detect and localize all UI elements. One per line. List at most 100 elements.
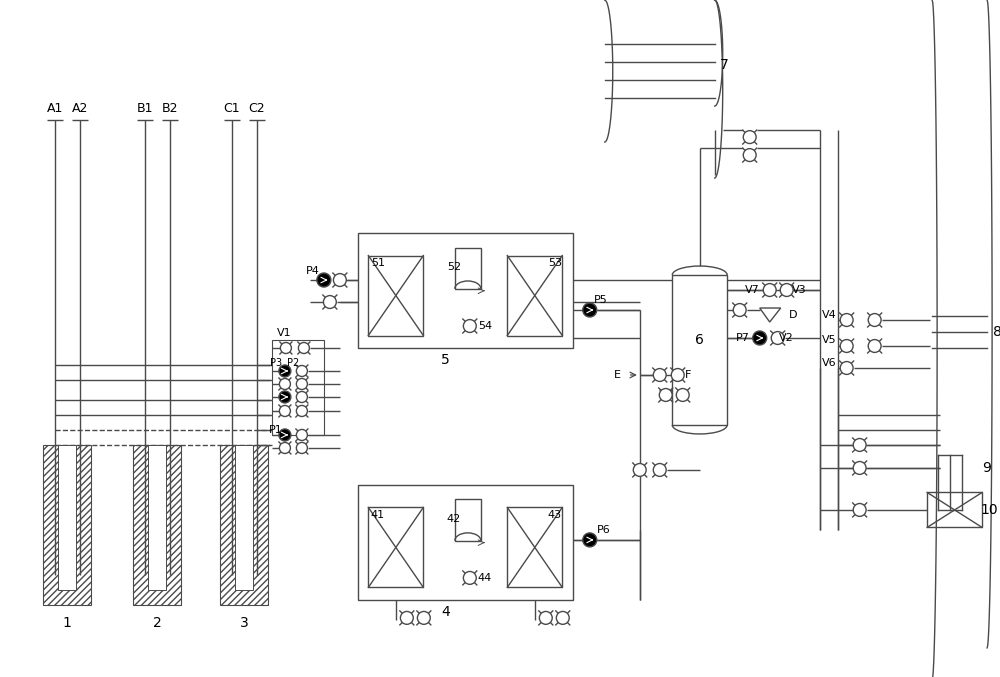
Polygon shape [760, 308, 781, 322]
Text: 10: 10 [981, 503, 998, 517]
Text: 52: 52 [447, 262, 461, 272]
Circle shape [279, 429, 291, 441]
Text: 3: 3 [240, 616, 248, 630]
Circle shape [853, 504, 866, 517]
Circle shape [840, 340, 853, 353]
Circle shape [400, 611, 413, 624]
Circle shape [417, 611, 430, 624]
Bar [220, 445, 268, 605]
Text: C2: C2 [249, 102, 265, 114]
Text: 41: 41 [371, 510, 385, 520]
Circle shape [279, 365, 291, 377]
Circle shape [279, 406, 290, 416]
Bar [358, 485, 573, 600]
Circle shape [296, 391, 307, 403]
Circle shape [763, 284, 776, 297]
Text: B1: B1 [137, 102, 153, 114]
Circle shape [323, 296, 336, 309]
Text: V2: V2 [779, 333, 794, 343]
Text: 5: 5 [441, 353, 450, 367]
Bar [507, 508, 562, 588]
Text: 42: 42 [447, 514, 461, 524]
Text: P5: P5 [594, 295, 608, 305]
Circle shape [653, 464, 666, 477]
Text: E: E [614, 370, 621, 380]
Circle shape [771, 332, 784, 345]
Circle shape [317, 273, 331, 287]
Bar [148, 445, 166, 590]
Text: 9: 9 [982, 461, 991, 475]
Text: P3: P3 [270, 358, 282, 368]
Text: 44: 44 [478, 573, 492, 583]
Text: P7: P7 [736, 333, 750, 343]
Text: V5: V5 [822, 335, 837, 345]
Text: V7: V7 [745, 285, 760, 295]
Circle shape [279, 378, 290, 389]
Circle shape [583, 533, 597, 547]
Circle shape [539, 611, 552, 624]
Circle shape [296, 366, 307, 376]
Circle shape [279, 443, 290, 454]
Circle shape [780, 284, 793, 297]
Circle shape [868, 313, 881, 326]
Text: P6: P6 [597, 525, 611, 535]
Circle shape [676, 389, 689, 401]
Text: V4: V4 [822, 310, 837, 320]
Text: D: D [788, 310, 797, 320]
Text: V6: V6 [822, 358, 837, 368]
Circle shape [753, 331, 767, 345]
Text: A1: A1 [47, 102, 63, 114]
Bar [368, 255, 423, 336]
Text: F: F [685, 370, 691, 380]
Bar [455, 500, 481, 541]
Bar [368, 508, 423, 588]
Circle shape [653, 368, 666, 381]
Circle shape [333, 274, 346, 286]
Circle shape [556, 611, 569, 624]
Circle shape [296, 443, 307, 454]
Circle shape [296, 406, 307, 416]
Text: 51: 51 [371, 258, 385, 268]
Circle shape [463, 320, 476, 332]
Bar [358, 233, 573, 348]
Bar [133, 445, 181, 605]
Bar [58, 445, 76, 590]
Text: 2: 2 [153, 616, 161, 630]
Circle shape [296, 429, 307, 441]
Text: 53: 53 [548, 258, 562, 268]
Circle shape [279, 391, 291, 403]
Bar [672, 275, 727, 425]
Circle shape [853, 439, 866, 452]
Bar [455, 248, 481, 289]
Text: A2: A2 [72, 102, 88, 114]
Bar [43, 445, 91, 605]
Circle shape [743, 149, 756, 162]
Text: V3: V3 [792, 285, 807, 295]
Text: P4: P4 [306, 266, 320, 276]
Text: 43: 43 [548, 510, 562, 520]
Text: 1: 1 [63, 616, 71, 630]
Text: 7: 7 [720, 58, 729, 72]
Text: V1: V1 [277, 328, 291, 338]
Circle shape [463, 571, 476, 584]
Text: C1: C1 [224, 102, 240, 114]
Circle shape [298, 343, 309, 353]
Circle shape [633, 464, 646, 477]
Circle shape [840, 313, 853, 326]
Circle shape [840, 362, 853, 374]
Text: 4: 4 [441, 605, 450, 619]
Circle shape [659, 389, 672, 401]
Bar [927, 492, 982, 527]
Circle shape [853, 462, 866, 475]
Circle shape [671, 368, 684, 381]
Circle shape [743, 131, 756, 144]
Circle shape [583, 303, 597, 317]
Circle shape [733, 303, 746, 316]
Bar [235, 445, 253, 590]
Bar [507, 255, 562, 336]
Circle shape [280, 343, 291, 353]
Circle shape [296, 378, 307, 389]
Text: P2: P2 [287, 358, 299, 368]
Text: 6: 6 [695, 333, 704, 347]
Circle shape [868, 340, 881, 353]
